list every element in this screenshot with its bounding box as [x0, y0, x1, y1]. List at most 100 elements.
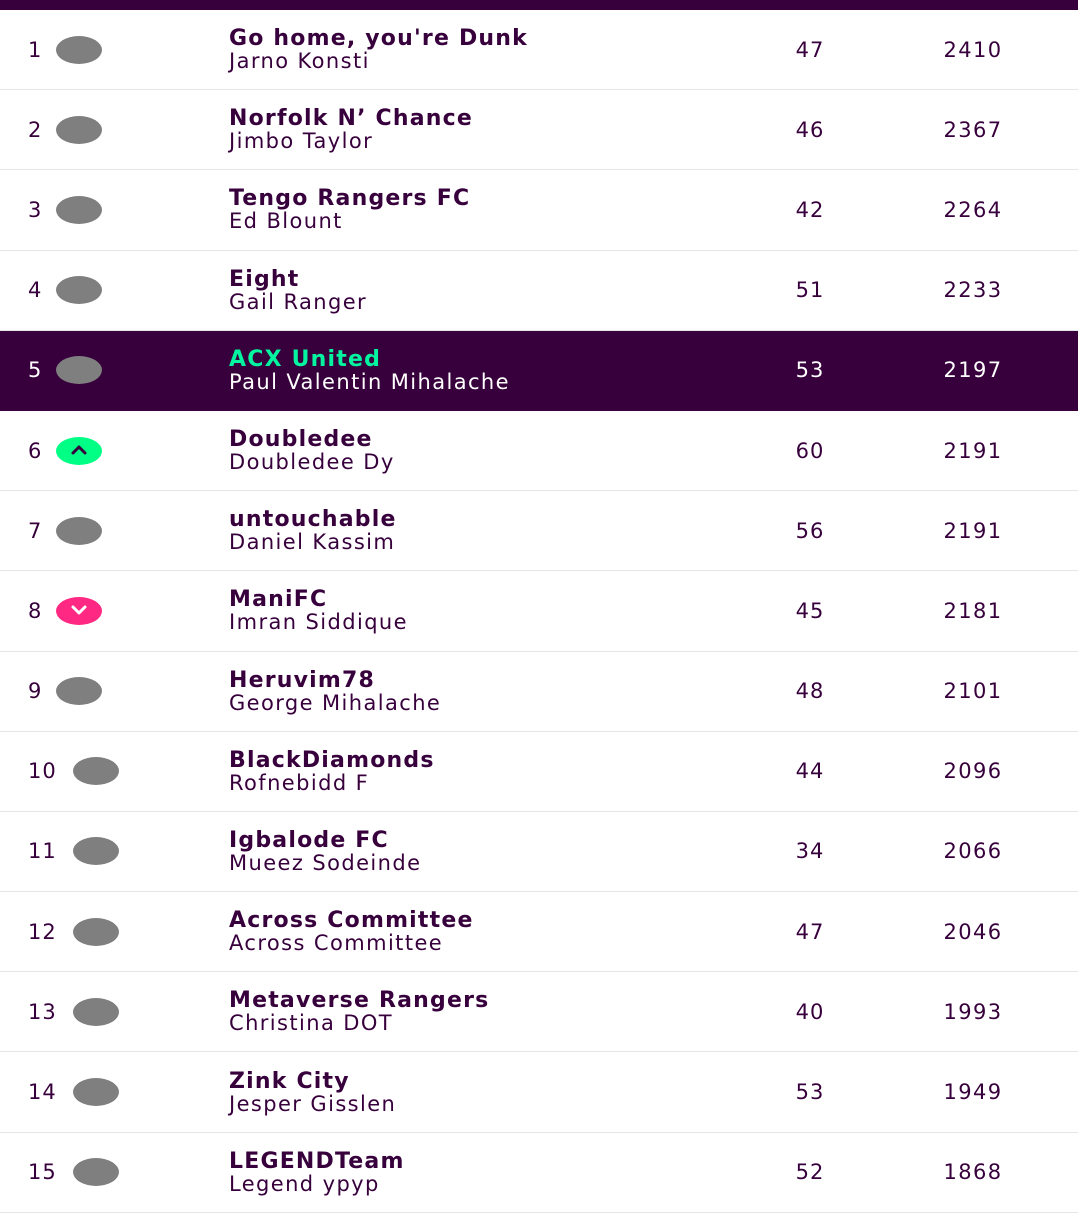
total-points: 2046: [943, 919, 1003, 944]
team-info: Zink City Jesper Gisslen: [229, 1052, 396, 1131]
total-points: 2233: [943, 278, 1003, 303]
team-name[interactable]: BlackDiamonds: [229, 747, 435, 773]
team-info: BlackDiamonds Rofnebidd F: [229, 732, 435, 811]
manager-name: Daniel Kassim: [229, 530, 396, 555]
gameweek-points: 51: [795, 278, 825, 303]
chevron-up-icon: [70, 441, 88, 460]
rank-number: 9: [28, 679, 43, 704]
standings-row[interactable]: 10 BlackDiamonds Rofnebidd F 44 2096: [0, 732, 1078, 812]
rank-number: 7: [28, 518, 43, 543]
team-name[interactable]: ManiFC: [229, 587, 328, 613]
gameweek-points: 56: [795, 518, 825, 543]
movement-indicator: [56, 596, 102, 625]
movement-indicator: [73, 757, 119, 786]
team-name[interactable]: Heruvim78: [229, 667, 376, 693]
standings-row[interactable]: 2 Norfolk N’ Chance Jimbo Taylor 46 2367: [0, 90, 1078, 171]
team-name[interactable]: LEGENDTeam: [229, 1148, 405, 1174]
manager-name: Paul Valentin Mihalache: [229, 369, 510, 394]
rank-number: 13: [28, 999, 57, 1024]
manager-name: George Mihalache: [229, 690, 442, 715]
manager-name: Ed Blount: [229, 209, 343, 234]
rank-number: 10: [28, 759, 57, 784]
standings-row[interactable]: 13 Metaverse Rangers Christina DOT 40 19…: [0, 972, 1078, 1053]
standings-row[interactable]: 3 Tengo Rangers FC Ed Blount 42 2264: [0, 170, 1078, 251]
rank-number: 11: [28, 839, 57, 864]
standings-row[interactable]: 8 ManiFC Imran Siddique 45 2181: [0, 571, 1078, 652]
total-points: 2101: [943, 679, 1003, 704]
team-info: Igbalode FC Mueez Sodeinde: [229, 812, 421, 891]
team-name[interactable]: untouchable: [229, 507, 397, 533]
gameweek-points: 48: [795, 679, 825, 704]
total-points: 2066: [943, 839, 1003, 864]
top-bar: [0, 0, 1078, 10]
movement-indicator: [73, 1078, 119, 1107]
manager-name: Legend ypyp: [229, 1171, 380, 1196]
rank-number: 12: [28, 919, 57, 944]
team-info: Doubledee Doubledee Dy: [229, 411, 395, 490]
team-info: ManiFC Imran Siddique: [229, 571, 408, 650]
team-name[interactable]: Zink City: [229, 1068, 350, 1094]
team-name[interactable]: Norfolk N’ Chance: [229, 106, 473, 132]
manager-name: Jimbo Taylor: [229, 129, 374, 154]
rank-number: 1: [28, 37, 43, 62]
team-name[interactable]: Doubledee: [229, 427, 373, 453]
total-points: 2096: [943, 759, 1003, 784]
manager-name: Imran Siddique: [229, 610, 408, 635]
team-name[interactable]: Metaverse Rangers: [229, 988, 490, 1014]
rank-number: 4: [28, 278, 43, 303]
standings-row[interactable]: 11 Igbalode FC Mueez Sodeinde 34 2066: [0, 812, 1078, 893]
total-points: 2191: [943, 438, 1003, 463]
standings-row[interactable]: 9 Heruvim78 George Mihalache 48 2101: [0, 652, 1078, 732]
movement-indicator: [56, 677, 102, 706]
movement-indicator: [56, 356, 102, 385]
standings-row[interactable]: 5 ACX United Paul Valentin Mihalache 53 …: [0, 330, 1078, 411]
total-points: 1868: [943, 1160, 1003, 1185]
team-info: ACX United Paul Valentin Mihalache: [229, 331, 510, 410]
manager-name: Jarno Konsti: [229, 49, 370, 74]
team-name[interactable]: Across Committee: [229, 908, 474, 934]
standings-row[interactable]: 1 Go home, you're Dunk Jarno Konsti 47 2…: [0, 10, 1078, 91]
movement-indicator: [56, 115, 102, 144]
gameweek-points: 44: [795, 759, 825, 784]
team-info: Eight Gail Ranger: [229, 251, 367, 330]
manager-name: Christina DOT: [229, 1011, 394, 1036]
team-name[interactable]: ACX United: [229, 346, 382, 372]
standings-row[interactable]: 12 Across Committee Across Committee 47 …: [0, 892, 1078, 973]
manager-name: Gail Ranger: [229, 289, 368, 314]
team-info: untouchable Daniel Kassim: [229, 491, 397, 570]
team-name[interactable]: Tengo Rangers FC: [229, 186, 471, 212]
team-name[interactable]: Eight: [229, 266, 300, 292]
team-info: Go home, you're Dunk Jarno Konsti: [229, 10, 528, 89]
movement-indicator: [56, 436, 102, 465]
movement-indicator: [73, 917, 119, 946]
team-name[interactable]: Go home, you're Dunk: [229, 26, 528, 52]
team-info: Metaverse Rangers Christina DOT: [229, 972, 489, 1051]
movement-indicator: [56, 276, 102, 305]
standings-row[interactable]: 7 untouchable Daniel Kassim 56 2191: [0, 491, 1078, 572]
manager-name: Rofnebidd F: [229, 770, 370, 795]
standings-row[interactable]: 6 Doubledee Doubledee Dy 60 2191: [0, 411, 1078, 492]
standings-row[interactable]: 14 Zink City Jesper Gisslen 53 1949: [0, 1052, 1078, 1133]
movement-indicator: [56, 195, 102, 224]
team-info: Across Committee Across Committee: [229, 892, 474, 971]
chevron-down-icon: [70, 601, 88, 620]
gameweek-points: 60: [795, 438, 825, 463]
league-standings-table: 1 Go home, you're Dunk Jarno Konsti 47 2…: [0, 10, 1078, 1213]
gameweek-points: 47: [795, 919, 825, 944]
gameweek-points: 40: [795, 999, 825, 1024]
team-info: Tengo Rangers FC Ed Blount: [229, 170, 470, 249]
rank-number: 14: [28, 1080, 57, 1105]
gameweek-points: 45: [795, 598, 825, 623]
team-info: Heruvim78 George Mihalache: [229, 652, 441, 731]
team-info: Norfolk N’ Chance Jimbo Taylor: [229, 90, 473, 169]
gameweek-points: 34: [795, 839, 825, 864]
movement-indicator: [56, 516, 102, 545]
team-name[interactable]: Igbalode FC: [229, 827, 389, 853]
total-points: 2410: [943, 37, 1003, 62]
standings-row[interactable]: 15 LEGENDTeam Legend ypyp 52 1868: [0, 1133, 1078, 1213]
total-points: 2181: [943, 598, 1003, 623]
rank-number: 6: [28, 438, 43, 463]
total-points: 2264: [943, 197, 1003, 222]
total-points: 2197: [943, 358, 1003, 383]
standings-row[interactable]: 4 Eight Gail Ranger 51 2233: [0, 251, 1078, 331]
